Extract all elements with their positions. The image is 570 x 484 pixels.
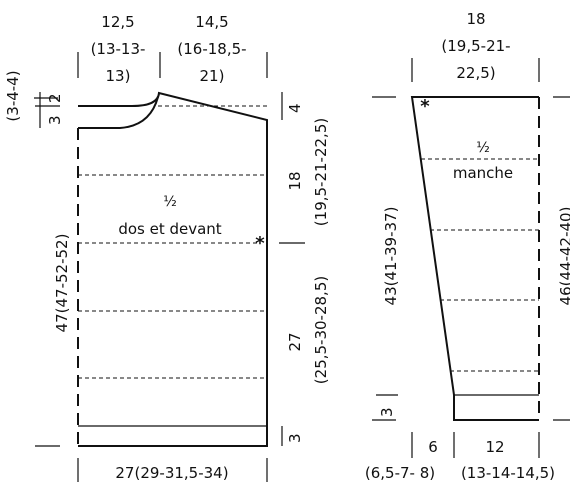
body-top-right-width: 14,5	[195, 13, 228, 31]
body-half-label: ½	[163, 194, 177, 210]
body-right-27: 27	[286, 332, 304, 351]
body-left-total: 47(47-52-52)	[53, 234, 71, 333]
body-outline	[78, 91, 268, 447]
body-right-18-sizes: (19,5-21-22,5)	[312, 118, 330, 226]
body-bottom-width: 27(29-31,5-34)	[115, 464, 228, 482]
sleeve-half-label: ½	[476, 140, 490, 156]
neck-curve	[78, 96, 159, 129]
sleeve-left-small-3: 3	[378, 407, 396, 417]
sleeve-piece-name: manche	[453, 164, 513, 182]
body-right-18: 18	[286, 171, 304, 190]
sleeve-bottom-left: 6	[428, 438, 438, 456]
body-top-left-width-sizes-2: 13)	[106, 67, 131, 85]
sleeve-bottom-right: 12	[485, 438, 504, 456]
sleeve-top-width-sizes-2: 22,5)	[456, 64, 495, 82]
sleeve-star-marker: *	[420, 96, 430, 117]
body-top-left-width-sizes-1: (13-13-	[91, 40, 146, 58]
sleeve-top-width-sizes-1: (19,5-21-	[441, 37, 510, 55]
sleeve-left-total: 43(41-39-37)	[382, 207, 400, 306]
sleeve-bottom-left-sizes: (6,5-7- 8)	[365, 464, 435, 482]
body-left-small-2: 2	[46, 93, 64, 103]
body-right-27-sizes: (25,5-30-28,5)	[312, 276, 330, 384]
body-piece: 12,5 (13-13- 13) 14,5 (16-18,5- 21) ½ do…	[4, 13, 330, 482]
sleeve-right-total: 46(44-42-40)	[557, 207, 570, 306]
body-star-marker: *	[255, 233, 265, 254]
body-right-4: 4	[286, 103, 304, 113]
sleeve-bottom-right-sizes: (13-14-14,5)	[461, 464, 555, 482]
body-top-right-width-sizes-2: 21)	[200, 67, 225, 85]
body-left-small-sizes: (3-4-4)	[4, 70, 22, 121]
body-right-3: 3	[286, 433, 304, 443]
sleeve-top-width: 18	[466, 10, 485, 28]
sleeve-piece: 18 (19,5-21- 22,5) * ½ manche 43(41-39-3…	[365, 10, 570, 482]
body-piece-name: dos et devant	[118, 220, 221, 238]
body-left-small-3: 3	[46, 115, 64, 125]
body-top-left-width: 12,5	[101, 13, 134, 31]
body-top-right-width-sizes-1: (16-18,5-	[177, 40, 246, 58]
